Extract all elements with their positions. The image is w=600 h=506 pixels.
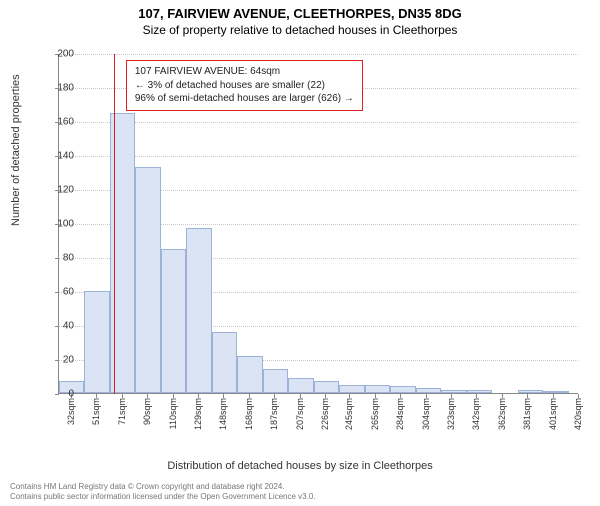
histogram-bar <box>84 291 109 393</box>
xtick-label: 362sqm <box>497 398 507 430</box>
xtick-label: 168sqm <box>244 398 254 430</box>
annotation-line: 107 FAIRVIEW AVENUE: 64sqm <box>135 65 354 79</box>
ytick-label: 60 <box>44 287 74 298</box>
ytick-label: 0 <box>44 389 74 400</box>
xtick-label: 110sqm <box>168 398 178 429</box>
grid-line <box>59 54 578 55</box>
page-subtitle: Size of property relative to detached ho… <box>0 23 600 37</box>
footer-attribution: Contains HM Land Registry data © Crown c… <box>10 482 316 502</box>
ytick-label: 180 <box>44 83 74 94</box>
ytick-label: 40 <box>44 321 74 332</box>
annotation-line: ← 3% of detached houses are smaller (22) <box>135 79 354 93</box>
xtick-label: 90sqm <box>142 398 152 425</box>
xtick-label: 51sqm <box>91 398 101 425</box>
histogram-bar <box>390 386 415 393</box>
xtick-label: 32sqm <box>66 398 76 425</box>
xtick-label: 265sqm <box>370 398 380 430</box>
histogram-bar <box>161 249 186 394</box>
histogram-bar <box>212 332 237 393</box>
ytick-label: 120 <box>44 185 74 196</box>
footer-line-2: Contains public sector information licen… <box>10 492 316 502</box>
histogram-bar <box>263 369 288 393</box>
plot-area: 107 FAIRVIEW AVENUE: 64sqm← 3% of detach… <box>58 54 578 394</box>
xtick-label: 148sqm <box>218 398 228 430</box>
histogram-bar <box>365 385 390 394</box>
xtick-label: 381sqm <box>522 398 532 430</box>
ytick-label: 20 <box>44 355 74 366</box>
xtick-label: 323sqm <box>446 398 456 430</box>
footer-line-1: Contains HM Land Registry data © Crown c… <box>10 482 316 492</box>
annotation-line: 96% of semi-detached houses are larger (… <box>135 92 354 106</box>
histogram-bar <box>237 356 262 393</box>
xtick-label: 129sqm <box>193 398 203 430</box>
histogram-bar <box>441 390 466 393</box>
ytick-label: 160 <box>44 117 74 128</box>
histogram-bar <box>416 388 441 393</box>
histogram-bar <box>518 390 543 393</box>
xtick-label: 226sqm <box>320 398 330 430</box>
property-marker-line <box>114 54 115 394</box>
histogram-bar <box>339 385 364 394</box>
chart-container: 107 FAIRVIEW AVENUE: 64sqm← 3% of detach… <box>58 54 578 424</box>
xtick-label: 401sqm <box>548 398 558 430</box>
grid-line <box>59 156 578 157</box>
annotation-box: 107 FAIRVIEW AVENUE: 64sqm← 3% of detach… <box>126 60 363 111</box>
histogram-bar <box>467 390 492 393</box>
page-title: 107, FAIRVIEW AVENUE, CLEETHORPES, DN35 … <box>0 6 600 21</box>
xtick-label: 342sqm <box>471 398 481 430</box>
histogram-bar <box>314 381 339 393</box>
ytick-label: 140 <box>44 151 74 162</box>
grid-line <box>59 122 578 123</box>
histogram-bar <box>543 391 568 393</box>
xtick-label: 420sqm <box>573 398 583 430</box>
xtick-label: 284sqm <box>395 398 405 430</box>
y-axis-label: Number of detached properties <box>10 74 22 226</box>
xtick-label: 187sqm <box>269 398 279 430</box>
ytick-label: 200 <box>44 49 74 60</box>
xtick-label: 304sqm <box>421 398 431 430</box>
xtick-label: 207sqm <box>295 398 305 430</box>
histogram-bar <box>135 167 160 393</box>
xtick-label: 245sqm <box>344 398 354 430</box>
x-axis-label: Distribution of detached houses by size … <box>0 460 600 472</box>
histogram-bar <box>186 228 211 393</box>
ytick-label: 80 <box>44 253 74 264</box>
histogram-bar <box>288 378 313 393</box>
ytick-label: 100 <box>44 219 74 230</box>
xtick-label: 71sqm <box>117 398 127 425</box>
